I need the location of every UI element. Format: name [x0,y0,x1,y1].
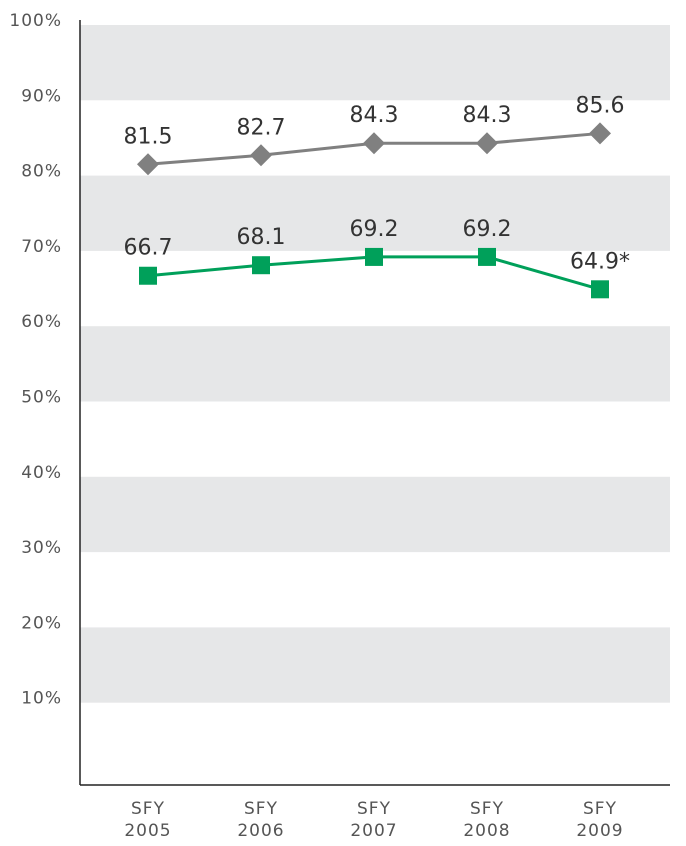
marker [139,266,157,285]
marker [250,144,272,167]
data-label: 69.2 [350,217,399,242]
marker [137,153,159,176]
y-tick-label: 90% [21,86,62,106]
data-label: 84.3 [463,103,512,128]
data-label: 69.2 [463,217,512,242]
data-label: 81.5 [124,124,173,149]
marker [476,132,498,155]
y-tick-label: 40% [21,463,62,483]
marker [363,132,385,155]
marker [365,247,383,266]
grid-band [80,476,670,553]
data-label: 68.1 [237,225,286,250]
x-tick-label: SFY 2006 [237,799,285,841]
marker [478,247,496,266]
data-label: 85.6 [576,93,625,118]
data-label: 82.7 [237,115,286,140]
grid-band [80,627,670,703]
y-tick-label: 60% [21,312,62,332]
data-label: 64.9* [570,249,630,274]
y-tick-label: 10% [21,689,62,709]
x-tick-label: SFY 2007 [350,799,398,841]
y-tick-label: 30% [21,538,62,558]
data-label: 66.7 [124,236,173,261]
x-tick-label: SFY 2009 [576,799,624,841]
y-tick-label: 80% [21,162,62,182]
grid-band [80,25,670,101]
data-label: 84.3 [350,103,399,128]
marker [589,122,611,145]
marker [591,280,609,299]
grid-band [80,175,670,251]
x-tick-label: SFY 2005 [124,799,172,841]
marker [252,256,270,275]
y-tick-label: 100% [9,11,62,31]
grid-band [80,326,670,402]
x-tick-label: SFY 2008 [463,799,511,841]
y-tick-label: 50% [21,388,62,408]
y-tick-label: 20% [21,613,62,633]
y-tick-label: 70% [21,237,62,257]
